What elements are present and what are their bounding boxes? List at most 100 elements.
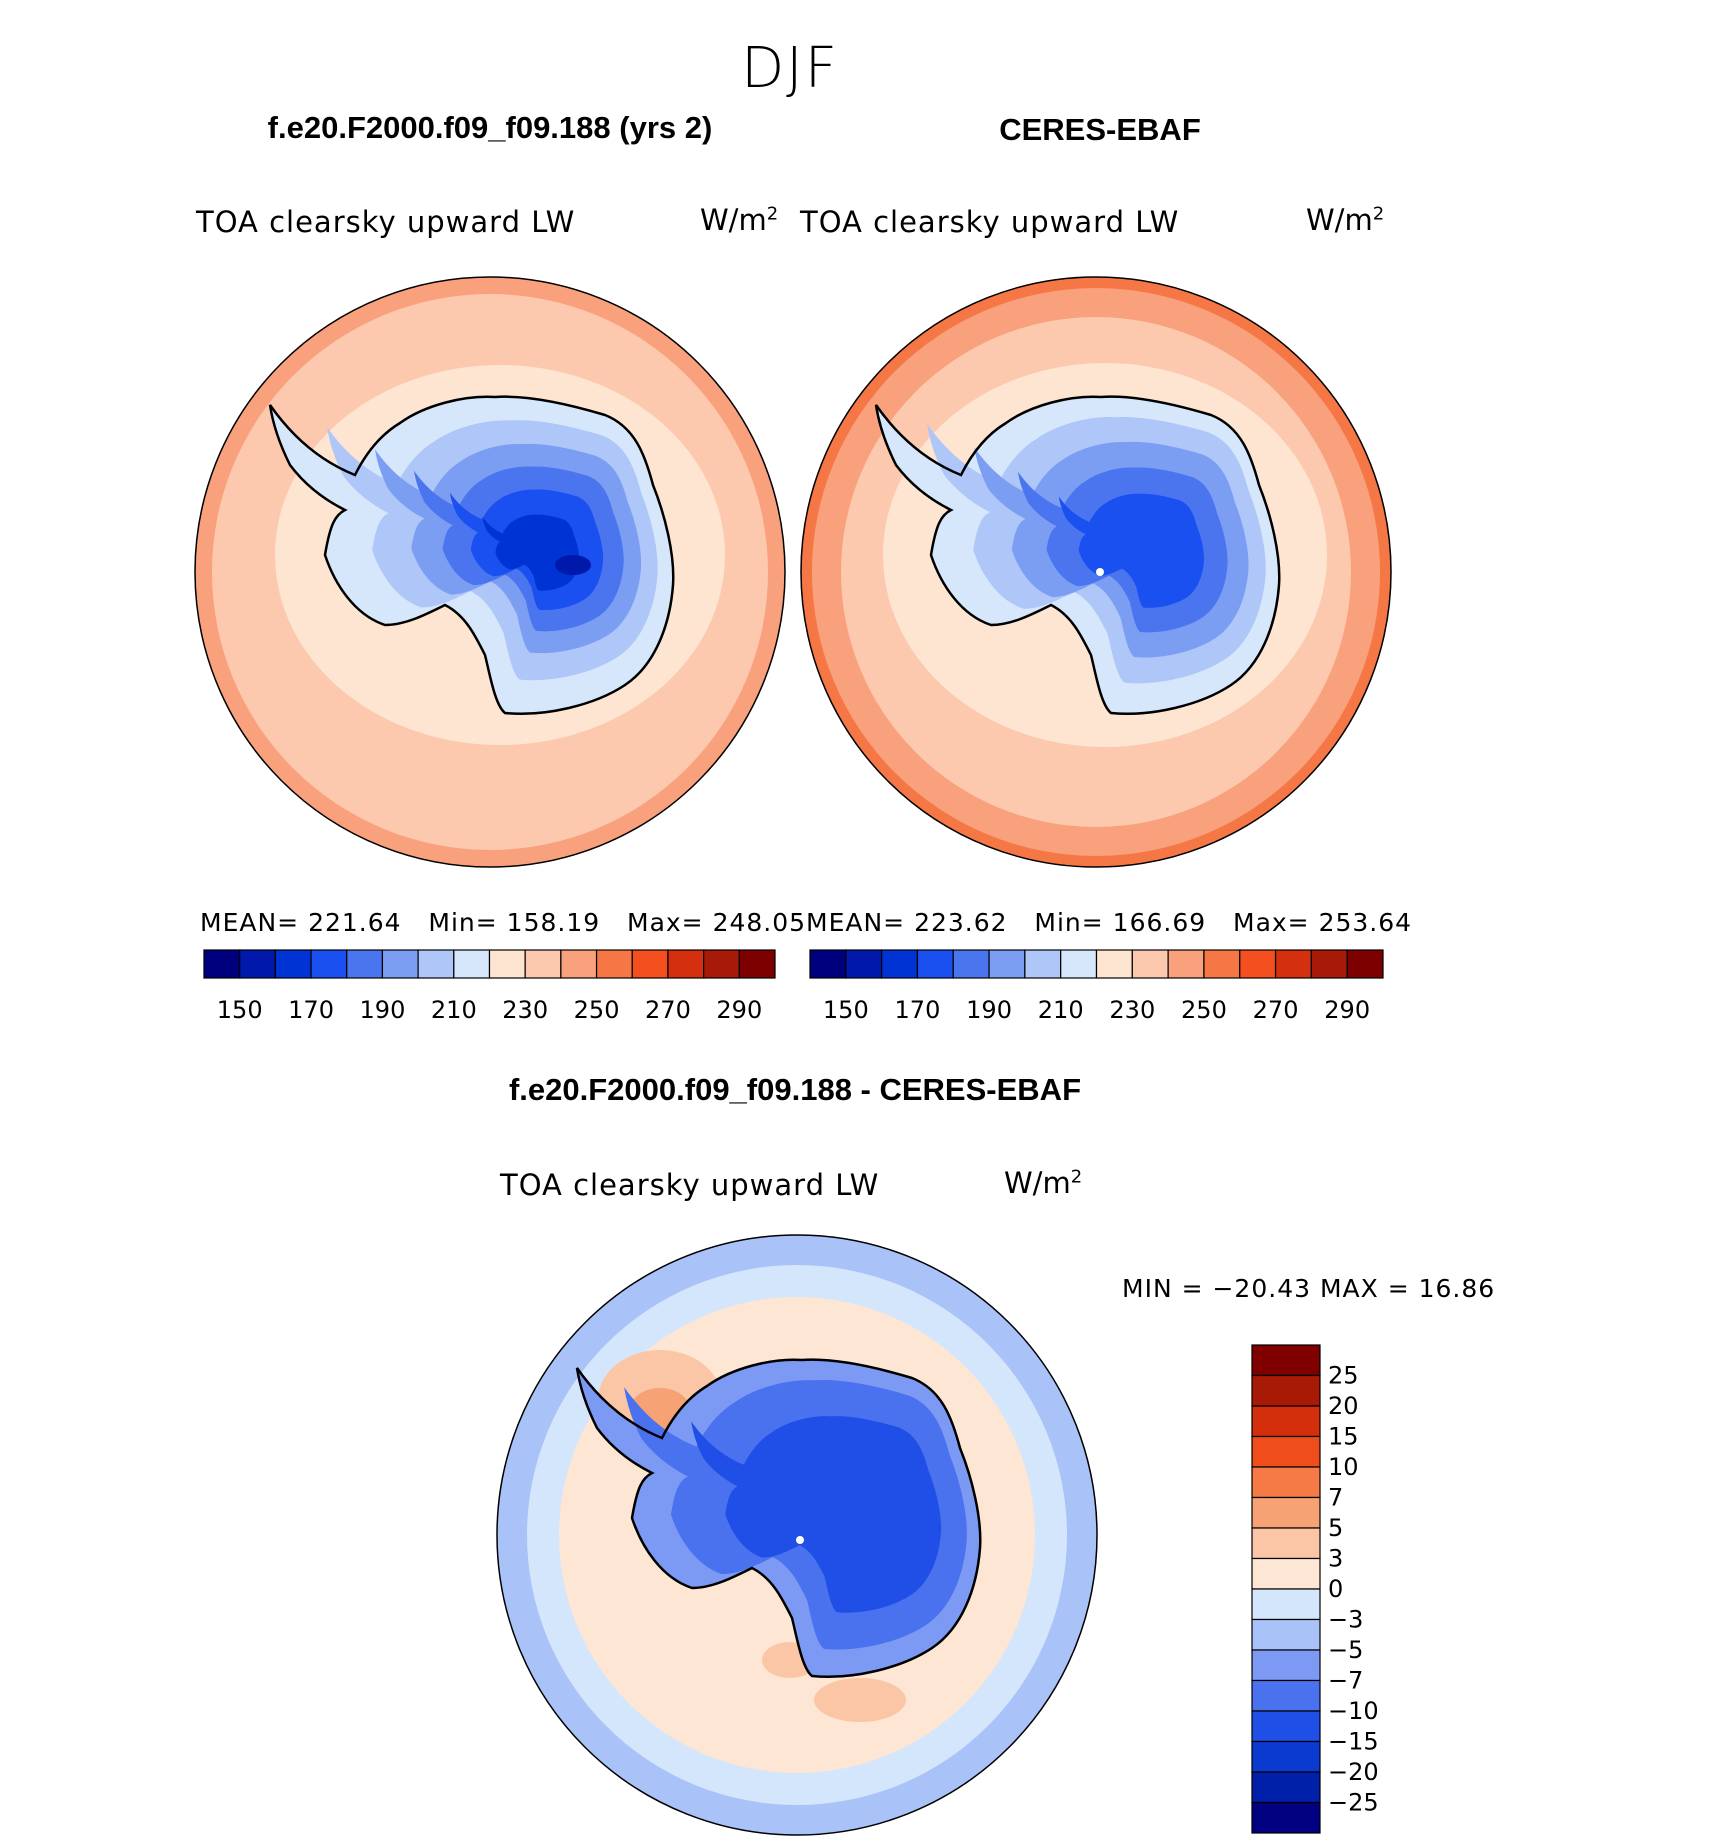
panel-1-max-label: Max= xyxy=(627,908,704,937)
colorbar-1-swatch xyxy=(239,949,276,979)
colorbar-3-swatch xyxy=(1251,1588,1321,1621)
map-3-weddell-warm xyxy=(814,1678,906,1722)
map-1-core xyxy=(555,555,591,575)
panel-2-max: 253.64 xyxy=(1318,908,1413,937)
season-title: DJF xyxy=(741,36,839,101)
colorbar-3-swatch xyxy=(1251,1801,1321,1834)
diff-units-exp: 2 xyxy=(1070,1166,1083,1188)
colorbar-3-tick-label: 20 xyxy=(1328,1392,1359,1420)
colorbar-2-swatch xyxy=(1095,949,1133,979)
panel-2-stats: MEAN= 223.62 Min= 166.69 Max= 253.64 xyxy=(806,908,1412,937)
colorbar-1-tick-label: 250 xyxy=(574,996,620,1024)
colorbar-1-tick-label: 190 xyxy=(360,996,406,1024)
colorbar-3-tick-label: −7 xyxy=(1328,1667,1363,1695)
colorbar-1-swatch xyxy=(417,949,455,979)
panel-2-units: W/m2 xyxy=(1306,203,1384,237)
colorbar-2-swatch xyxy=(1274,949,1312,979)
colorbar-2-swatch xyxy=(916,949,954,979)
colorbar-3-swatch xyxy=(1251,1435,1321,1468)
colorbar-1-swatch xyxy=(703,949,740,979)
colorbar-1-swatch xyxy=(488,949,526,979)
colorbar-3-tick-label: 5 xyxy=(1328,1514,1343,1542)
colorbar-2-swatch xyxy=(845,949,883,979)
colorbar-2-swatch xyxy=(1060,949,1098,979)
colorbar-1-swatch xyxy=(346,949,384,979)
colorbar-3-swatch xyxy=(1251,1405,1321,1438)
colorbar-2-swatch xyxy=(988,949,1026,979)
map-3-field xyxy=(497,1235,1097,1835)
colorbar-2-tick-label: 150 xyxy=(823,996,869,1024)
colorbar-2-swatch xyxy=(1310,949,1348,979)
panel-1-units-exp: 2 xyxy=(766,203,779,225)
diff-panel-title: f.e20.F2000.f09_f09.188 - CERES-EBAF xyxy=(508,1072,1082,1107)
colorbar-3-swatch xyxy=(1251,1710,1321,1743)
colorbar-2-tick-label: 170 xyxy=(895,996,941,1024)
colorbar-3-tick-label: −15 xyxy=(1328,1728,1379,1756)
panel-2-title: CERES-EBAF xyxy=(999,112,1201,147)
colorbar-2-swatch xyxy=(1346,949,1384,979)
panel-1-mean-label: MEAN= xyxy=(200,908,300,937)
map-3-border xyxy=(496,1234,1098,1836)
colorbar-3-tick-label: −20 xyxy=(1328,1758,1379,1786)
colorbar-3-tick-label: 25 xyxy=(1328,1362,1359,1390)
map-3-pole-point xyxy=(796,1536,804,1544)
colorbar-1-swatch xyxy=(203,949,241,979)
colorbar-1-tick-label: 150 xyxy=(217,996,263,1024)
colorbar-3-swatch xyxy=(1251,1466,1321,1499)
map-1-border xyxy=(194,276,786,868)
colorbar-3-tick-label: −10 xyxy=(1328,1697,1379,1725)
colorbar-3-swatch xyxy=(1251,1496,1321,1529)
colorbar-2-tick-label: 230 xyxy=(1109,996,1155,1024)
colorbar-1-swatch xyxy=(310,949,348,979)
panel-2-variable: TOA clearsky upward LW xyxy=(800,205,1180,239)
colorbar-1-swatch xyxy=(595,949,633,979)
colorbar-1-tick-label: 210 xyxy=(431,996,477,1024)
colorbar-1: 150 170 190 210 230 250 270 290 xyxy=(203,949,776,1024)
colorbar-2-swatch xyxy=(881,949,919,979)
colorbar-1-tick-label: 170 xyxy=(288,996,334,1024)
colorbar-2-swatch xyxy=(809,949,847,979)
panel-1-units-base: W/m xyxy=(700,203,767,237)
colorbar-1-swatch xyxy=(274,949,312,979)
colorbar-3-tick-label: 3 xyxy=(1328,1545,1343,1573)
panel-1-min: 158.19 xyxy=(506,908,601,937)
diff-panel-variable: TOA clearsky upward LW xyxy=(500,1168,880,1202)
colorbar-3-swatch xyxy=(1251,1374,1321,1407)
colorbar-1-swatch xyxy=(738,949,776,979)
panel-1-units: W/m2 xyxy=(700,203,778,237)
colorbar-1-swatch xyxy=(453,949,491,979)
colorbar-2-tick-label: 190 xyxy=(966,996,1012,1024)
colorbar-3-swatch xyxy=(1251,1344,1321,1377)
colorbar-2-swatch xyxy=(1167,949,1205,979)
colorbar-2-swatch xyxy=(1239,949,1277,979)
colorbar-2-swatch xyxy=(1024,949,1062,979)
colorbar-3-swatch xyxy=(1251,1557,1321,1590)
map-2-field xyxy=(801,277,1391,867)
panel-2-units-exp: 2 xyxy=(1372,203,1385,225)
colorbar-3-tick-label: −25 xyxy=(1328,1789,1379,1817)
map-1-field xyxy=(195,277,785,867)
colorbar-3-swatch xyxy=(1251,1527,1321,1560)
colorbar-3-tick-label: −3 xyxy=(1328,1606,1363,1634)
diff-panel-units: W/m2 xyxy=(1004,1166,1082,1200)
colorbar-2-swatch xyxy=(1203,949,1241,979)
colorbar-3-tick-label: 15 xyxy=(1328,1423,1359,1451)
colorbar-3-swatch xyxy=(1251,1649,1321,1682)
panel-1-variable: TOA clearsky upward LW xyxy=(196,205,576,239)
diff-minmax: MIN = −20.43 MAX = 16.86 xyxy=(1122,1274,1496,1303)
colorbar-1-tick-label: 290 xyxy=(716,996,762,1024)
colorbar-3-tick-label: 10 xyxy=(1328,1453,1359,1481)
panel-1-min-label: Min= xyxy=(428,908,498,937)
colorbar-2-swatch xyxy=(1131,949,1169,979)
colorbar-1-swatch xyxy=(524,949,562,979)
panel-2-min: 166.69 xyxy=(1112,908,1207,937)
panel-2-mean-label: MEAN= xyxy=(806,908,906,937)
map-2-pole-point xyxy=(1096,568,1104,576)
colorbar-2-tick-label: 290 xyxy=(1324,996,1370,1024)
colorbar-1-tick-label: 270 xyxy=(645,996,691,1024)
colorbar-2-tick-label: 210 xyxy=(1038,996,1084,1024)
colorbar-2-tick-label: 250 xyxy=(1181,996,1227,1024)
colorbar-3-tick-label: −5 xyxy=(1328,1636,1363,1664)
panel-2-units-base: W/m xyxy=(1306,203,1373,237)
